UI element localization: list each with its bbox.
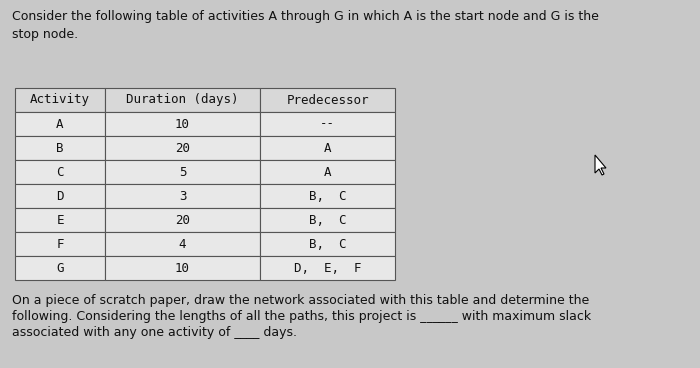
Bar xyxy=(260,136,395,160)
Bar xyxy=(260,256,395,280)
Text: G: G xyxy=(56,262,64,275)
Bar xyxy=(260,232,395,256)
Text: C: C xyxy=(56,166,64,178)
Text: following. Considering the lengths of all the paths, this project is ______ with: following. Considering the lengths of al… xyxy=(12,310,591,323)
Bar xyxy=(260,88,395,112)
Text: Duration (days): Duration (days) xyxy=(126,93,239,106)
Bar xyxy=(105,160,260,184)
Text: A: A xyxy=(56,117,64,131)
Text: B: B xyxy=(56,142,64,155)
Text: A: A xyxy=(323,142,331,155)
Text: B,  C: B, C xyxy=(309,190,346,202)
Text: 20: 20 xyxy=(175,213,190,226)
Bar xyxy=(15,256,105,280)
Bar xyxy=(105,136,260,160)
Bar xyxy=(260,184,395,208)
Text: 10: 10 xyxy=(175,262,190,275)
Polygon shape xyxy=(595,155,606,175)
Text: 3: 3 xyxy=(178,190,186,202)
Text: D: D xyxy=(56,190,64,202)
Text: D,  E,  F: D, E, F xyxy=(294,262,361,275)
Bar xyxy=(15,112,105,136)
Text: A: A xyxy=(323,166,331,178)
Bar xyxy=(260,160,395,184)
Bar xyxy=(105,112,260,136)
Text: stop node.: stop node. xyxy=(12,28,78,41)
Bar xyxy=(105,88,260,112)
Text: 5: 5 xyxy=(178,166,186,178)
Bar xyxy=(260,208,395,232)
Bar xyxy=(260,112,395,136)
Bar xyxy=(105,256,260,280)
Text: Predecessor: Predecessor xyxy=(286,93,369,106)
Text: F: F xyxy=(56,237,64,251)
Bar xyxy=(105,184,260,208)
Bar xyxy=(15,184,105,208)
Bar xyxy=(105,208,260,232)
Text: associated with any one activity of ____ days.: associated with any one activity of ____… xyxy=(12,326,297,339)
Text: --: -- xyxy=(320,117,335,131)
Text: Consider the following table of activities A through G in which A is the start n: Consider the following table of activiti… xyxy=(12,10,599,23)
Text: B,  C: B, C xyxy=(309,237,346,251)
Bar xyxy=(15,232,105,256)
Bar xyxy=(105,232,260,256)
Text: 4: 4 xyxy=(178,237,186,251)
Text: Activity: Activity xyxy=(30,93,90,106)
Bar xyxy=(15,160,105,184)
Text: 10: 10 xyxy=(175,117,190,131)
Bar xyxy=(15,88,105,112)
Text: E: E xyxy=(56,213,64,226)
Text: On a piece of scratch paper, draw the network associated with this table and det: On a piece of scratch paper, draw the ne… xyxy=(12,294,589,307)
Text: 20: 20 xyxy=(175,142,190,155)
Bar xyxy=(15,136,105,160)
Text: B,  C: B, C xyxy=(309,213,346,226)
Bar xyxy=(15,208,105,232)
